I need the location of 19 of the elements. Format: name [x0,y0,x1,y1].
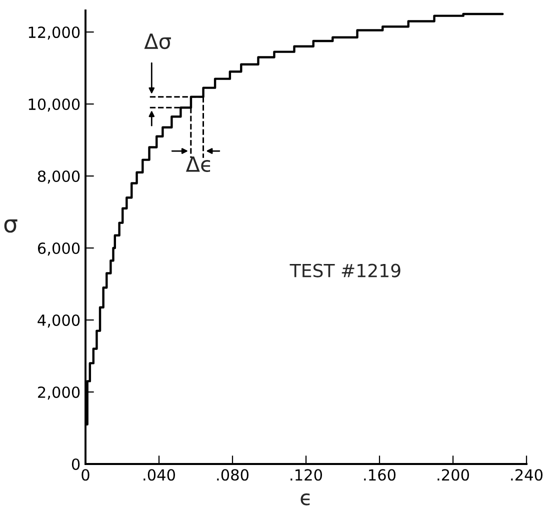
y-tick-label: 4,000 [38,314,80,328]
y-tick-label: 2,000 [38,386,80,400]
x-tick-label: .040 [144,469,175,481]
x-tick-label: .200 [438,469,469,481]
annotation: TEST #1219 [290,264,400,278]
annotation: Δϵ [186,156,210,172]
y-tick-label: 10,000 [28,98,80,112]
y-tick-label: 6,000 [38,242,80,256]
x-tick-label: .080 [217,469,248,481]
annotation: Δσ [144,34,171,50]
x-tick-label: .240 [511,469,542,481]
y-axis-title: σ [4,219,18,233]
x-axis-title: ϵ [300,493,310,506]
x-tick-label: 0 [82,469,90,481]
y-tick-label: 0 [72,458,80,470]
y-tick-label: 12,000 [28,26,80,40]
x-tick-label: .120 [290,469,322,481]
y-tick-label: 8,000 [38,170,80,184]
x-tick-label: .160 [364,469,396,481]
